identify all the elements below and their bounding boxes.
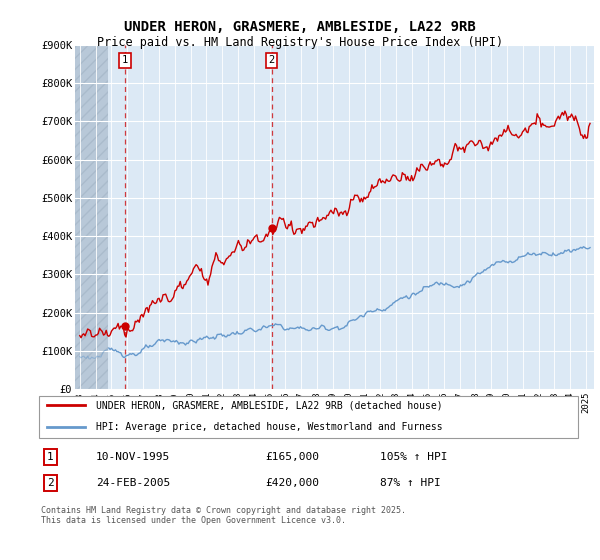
Text: 10-NOV-1995: 10-NOV-1995: [96, 452, 170, 462]
Text: £165,000: £165,000: [265, 452, 319, 462]
Text: 105% ↑ HPI: 105% ↑ HPI: [380, 452, 448, 462]
Text: 24-FEB-2005: 24-FEB-2005: [96, 478, 170, 488]
Text: Contains HM Land Registry data © Crown copyright and database right 2025.
This d: Contains HM Land Registry data © Crown c…: [41, 506, 406, 525]
Text: £420,000: £420,000: [265, 478, 319, 488]
FancyBboxPatch shape: [39, 395, 578, 438]
Text: 1: 1: [122, 55, 128, 65]
Text: HPI: Average price, detached house, Westmorland and Furness: HPI: Average price, detached house, West…: [96, 422, 443, 432]
Text: 87% ↑ HPI: 87% ↑ HPI: [380, 478, 441, 488]
Text: UNDER HERON, GRASMERE, AMBLESIDE, LA22 9RB (detached house): UNDER HERON, GRASMERE, AMBLESIDE, LA22 9…: [96, 400, 443, 410]
Text: 2: 2: [269, 55, 275, 65]
Text: 2: 2: [47, 478, 53, 488]
Text: 1: 1: [47, 452, 53, 462]
Text: UNDER HERON, GRASMERE, AMBLESIDE, LA22 9RB: UNDER HERON, GRASMERE, AMBLESIDE, LA22 9…: [124, 20, 476, 34]
Text: Price paid vs. HM Land Registry's House Price Index (HPI): Price paid vs. HM Land Registry's House …: [97, 36, 503, 49]
Bar: [75, 45, 108, 389]
